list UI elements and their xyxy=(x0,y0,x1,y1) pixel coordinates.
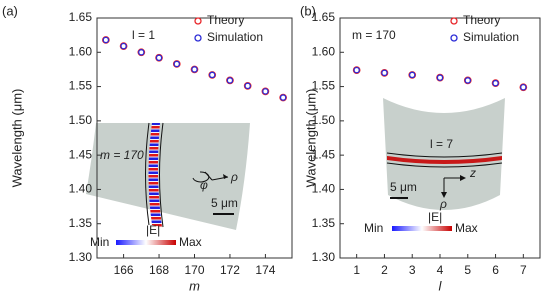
point xyxy=(262,88,269,95)
legend-marker xyxy=(450,17,458,25)
legend-marker xyxy=(194,34,202,42)
point xyxy=(520,84,527,91)
y-tick-label: 1.40 xyxy=(69,182,93,196)
y-tick-label: 1.65 xyxy=(312,10,336,24)
point xyxy=(381,69,388,77)
point xyxy=(244,82,251,90)
legend-label: Theory xyxy=(463,13,500,27)
point xyxy=(226,77,234,84)
point xyxy=(120,42,127,50)
annotation: Min xyxy=(90,235,109,249)
x-tick-label: 5 xyxy=(464,263,471,277)
y-tick-label: 1.50 xyxy=(69,113,93,127)
annotation: l = 1 xyxy=(132,28,155,42)
x-tick-label: 170 xyxy=(184,263,204,277)
point xyxy=(138,49,145,56)
x-tick-label: 1 xyxy=(353,263,360,277)
point xyxy=(155,54,163,62)
y-tick-label: 1.30 xyxy=(69,250,93,264)
y-axis-label: Wavelength (μm) xyxy=(303,89,318,188)
x-tick-label: 7 xyxy=(520,263,527,277)
inset-a xyxy=(86,122,250,245)
x-tick-label: 172 xyxy=(220,263,240,277)
legend-marker xyxy=(194,17,202,25)
inset-b xyxy=(383,98,505,231)
annotation: 5 μm xyxy=(390,180,417,194)
point xyxy=(464,77,472,84)
point xyxy=(436,74,444,81)
point xyxy=(279,94,287,101)
annotation: ρ xyxy=(230,170,238,184)
annotation: Max xyxy=(455,221,478,235)
y-tick-label: 1.30 xyxy=(312,250,336,264)
y-tick-label: 1.35 xyxy=(69,216,93,230)
x-tick-label: 166 xyxy=(114,263,134,277)
annotation: Max xyxy=(179,235,202,249)
y-tick-label: 1.35 xyxy=(312,216,336,230)
y-tick-label: 1.60 xyxy=(312,44,336,58)
x-tick-label: 4 xyxy=(437,263,444,277)
point xyxy=(173,60,181,68)
y-tick-label: 1.40 xyxy=(312,182,336,196)
y-tick-label: 1.50 xyxy=(312,113,336,127)
y-tick-label: 1.60 xyxy=(69,44,93,58)
annotation: z xyxy=(469,166,476,180)
point xyxy=(353,66,360,74)
x-tick-label: 174 xyxy=(255,263,275,277)
x-tick-label: 2 xyxy=(381,263,388,277)
x-axis-label: l xyxy=(439,278,443,293)
x-tick-label: 6 xyxy=(492,263,499,277)
legend-label: Simulation xyxy=(463,30,519,44)
annotation: l = 7 xyxy=(430,137,453,151)
x-axis-label: m xyxy=(189,278,200,293)
annotation: ρ xyxy=(439,197,447,211)
point xyxy=(208,71,216,79)
point xyxy=(408,71,416,79)
annotation: |E| xyxy=(146,223,160,237)
y-tick-label: 1.45 xyxy=(69,147,93,161)
legend-label: Theory xyxy=(207,13,244,27)
point xyxy=(102,36,110,44)
annotation: m = 170 xyxy=(352,28,396,42)
annotation: φ xyxy=(200,178,208,192)
annotation: |E| xyxy=(428,210,442,224)
y-tick-label: 1.55 xyxy=(312,79,336,93)
annotation: 5 μm xyxy=(211,196,238,210)
point xyxy=(191,66,198,73)
panel-label: (a) xyxy=(2,3,18,18)
point xyxy=(492,79,499,87)
y-axis-label: Wavelength (μm) xyxy=(9,89,24,188)
legend-marker xyxy=(450,34,458,42)
y-tick-label: 1.55 xyxy=(69,79,93,93)
annotation: Min xyxy=(364,221,383,235)
y-tick-label: 1.65 xyxy=(69,10,93,24)
x-tick-label: 3 xyxy=(409,263,416,277)
annotation: m = 170 xyxy=(100,148,144,162)
y-tick-label: 1.45 xyxy=(312,147,336,161)
panel-label: (b) xyxy=(300,3,316,18)
x-tick-label: 168 xyxy=(149,263,169,277)
legend-label: Simulation xyxy=(207,30,263,44)
